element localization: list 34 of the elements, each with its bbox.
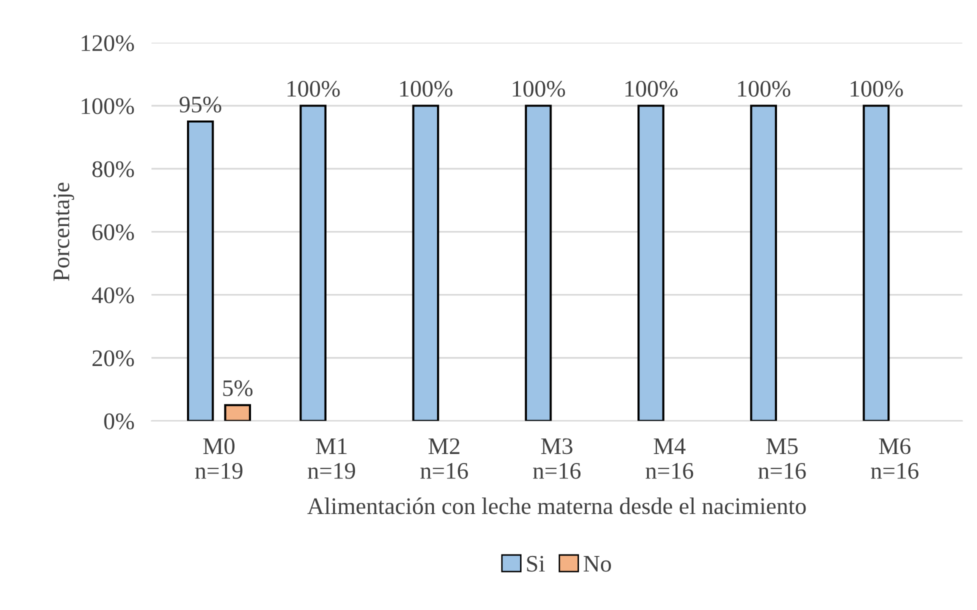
legend-label: No: [584, 556, 611, 572]
data-label: 100%: [512, 80, 566, 97]
x-tick-label: M4 n=16: [646, 438, 694, 479]
x-tick-label: M6 n=16: [870, 438, 918, 479]
data-label: 100%: [738, 80, 790, 97]
data-label: 100%: [850, 80, 903, 97]
bar: [186, 120, 214, 421]
bar: [524, 104, 552, 421]
y-tick-label: 40%: [92, 287, 134, 304]
bar: [638, 104, 664, 421]
y-tick-label: 0%: [104, 413, 134, 430]
x-tick-label: M0 n=19: [195, 438, 242, 479]
y-tick-label: 100%: [82, 98, 134, 114]
bar: [862, 104, 890, 421]
x-axis-title: Alimentación con leche materna desde el nacimiento: [307, 498, 806, 514]
y-tick-label: 120%: [82, 35, 134, 52]
legend-label: Si: [527, 556, 545, 572]
bar: [224, 404, 252, 421]
x-tick-label: M1 n=19: [308, 438, 356, 479]
y-tick-label: 80%: [92, 161, 134, 178]
y-tick-label: 20%: [92, 350, 134, 366]
data-label: 100%: [288, 80, 340, 97]
y-axis-title: Porcentaje: [53, 182, 74, 281]
x-tick-label: M2 n=16: [420, 438, 468, 479]
bar: [300, 104, 326, 421]
data-label: 100%: [625, 80, 678, 97]
data-label: 95%: [180, 96, 222, 113]
data-label: 100%: [400, 80, 452, 97]
x-tick-label: M5 n=16: [758, 438, 806, 479]
y-tick-label: 60%: [92, 224, 134, 240]
data-label: 5%: [223, 380, 253, 396]
bar: [750, 104, 777, 421]
x-tick-label: M3 n=16: [533, 438, 581, 479]
bar: [412, 104, 440, 421]
